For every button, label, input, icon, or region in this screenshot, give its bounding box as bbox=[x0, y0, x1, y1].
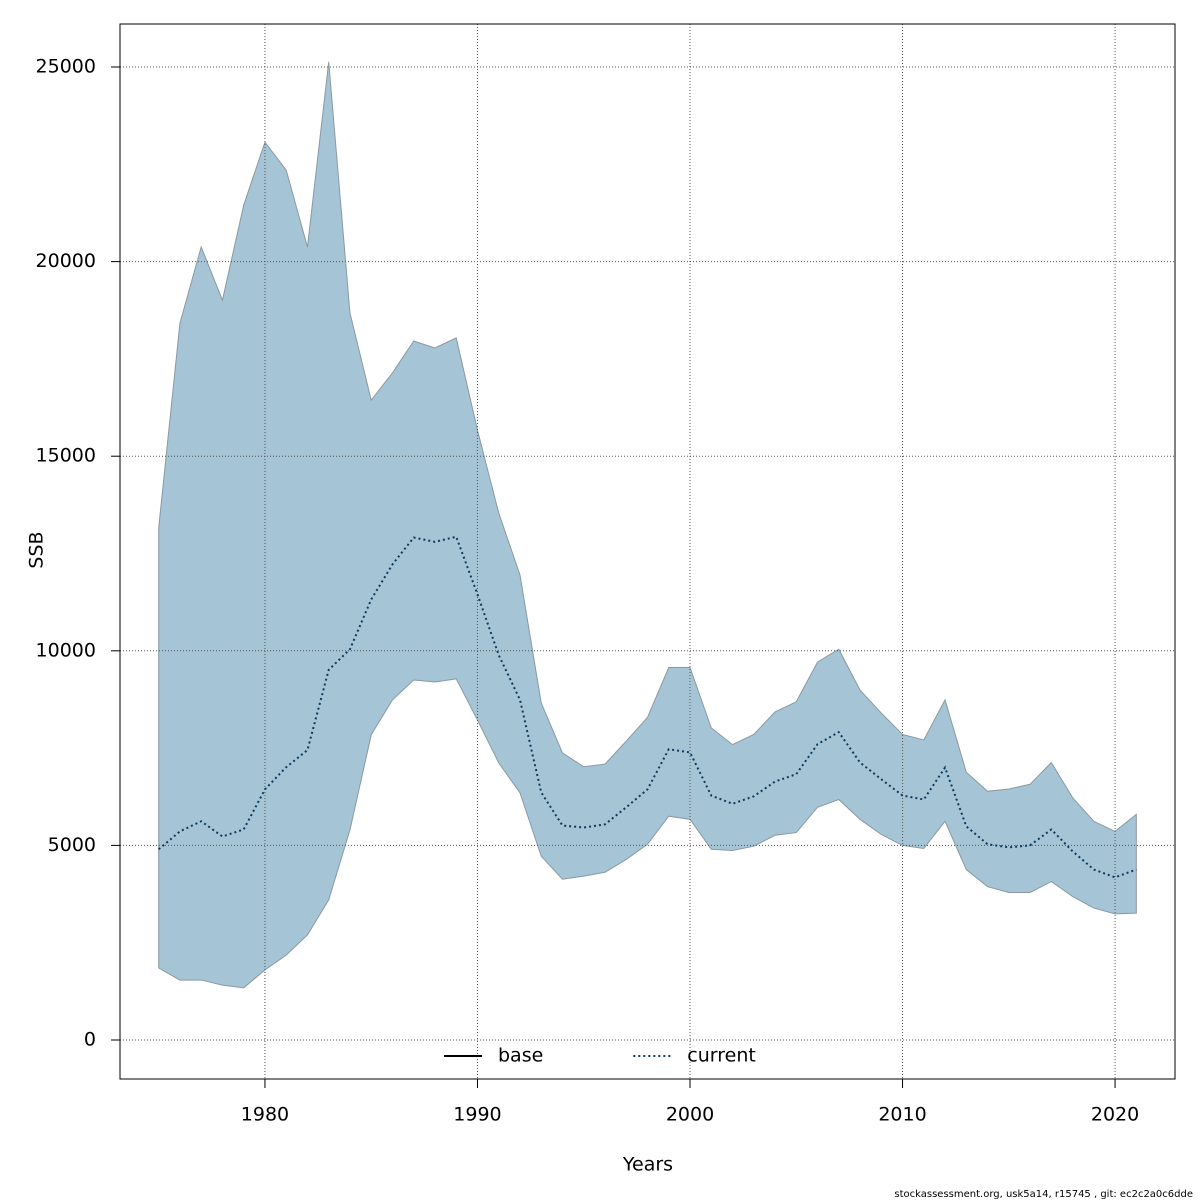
footer: stockassessment.org, usk5a14, r15745 , g… bbox=[894, 1189, 1193, 1200]
series-line bbox=[158, 535, 1137, 879]
y-tick-label: 20000 bbox=[36, 250, 96, 272]
y-tick-label: 0 bbox=[84, 1029, 96, 1051]
x-tick-label: 1990 bbox=[453, 1104, 501, 1126]
x-axis-label: Years bbox=[622, 1154, 673, 1176]
x-tick-label: 2000 bbox=[666, 1104, 714, 1126]
confidence-band bbox=[158, 61, 1137, 989]
plot-frame bbox=[119, 23, 1176, 1080]
x-tick-label: 2010 bbox=[878, 1104, 926, 1126]
y-tick-label: 10000 bbox=[36, 639, 96, 661]
y-tick-label: 5000 bbox=[48, 834, 96, 856]
legend-label: base bbox=[498, 1045, 543, 1067]
y-tick-label: 25000 bbox=[36, 56, 96, 78]
y-axis-label: SSB bbox=[26, 531, 48, 568]
x-tick-label: 2020 bbox=[1091, 1104, 1139, 1126]
y-tick-label: 15000 bbox=[36, 445, 96, 467]
legend-label: current bbox=[687, 1045, 756, 1067]
x-tick-label: 1980 bbox=[241, 1104, 289, 1126]
